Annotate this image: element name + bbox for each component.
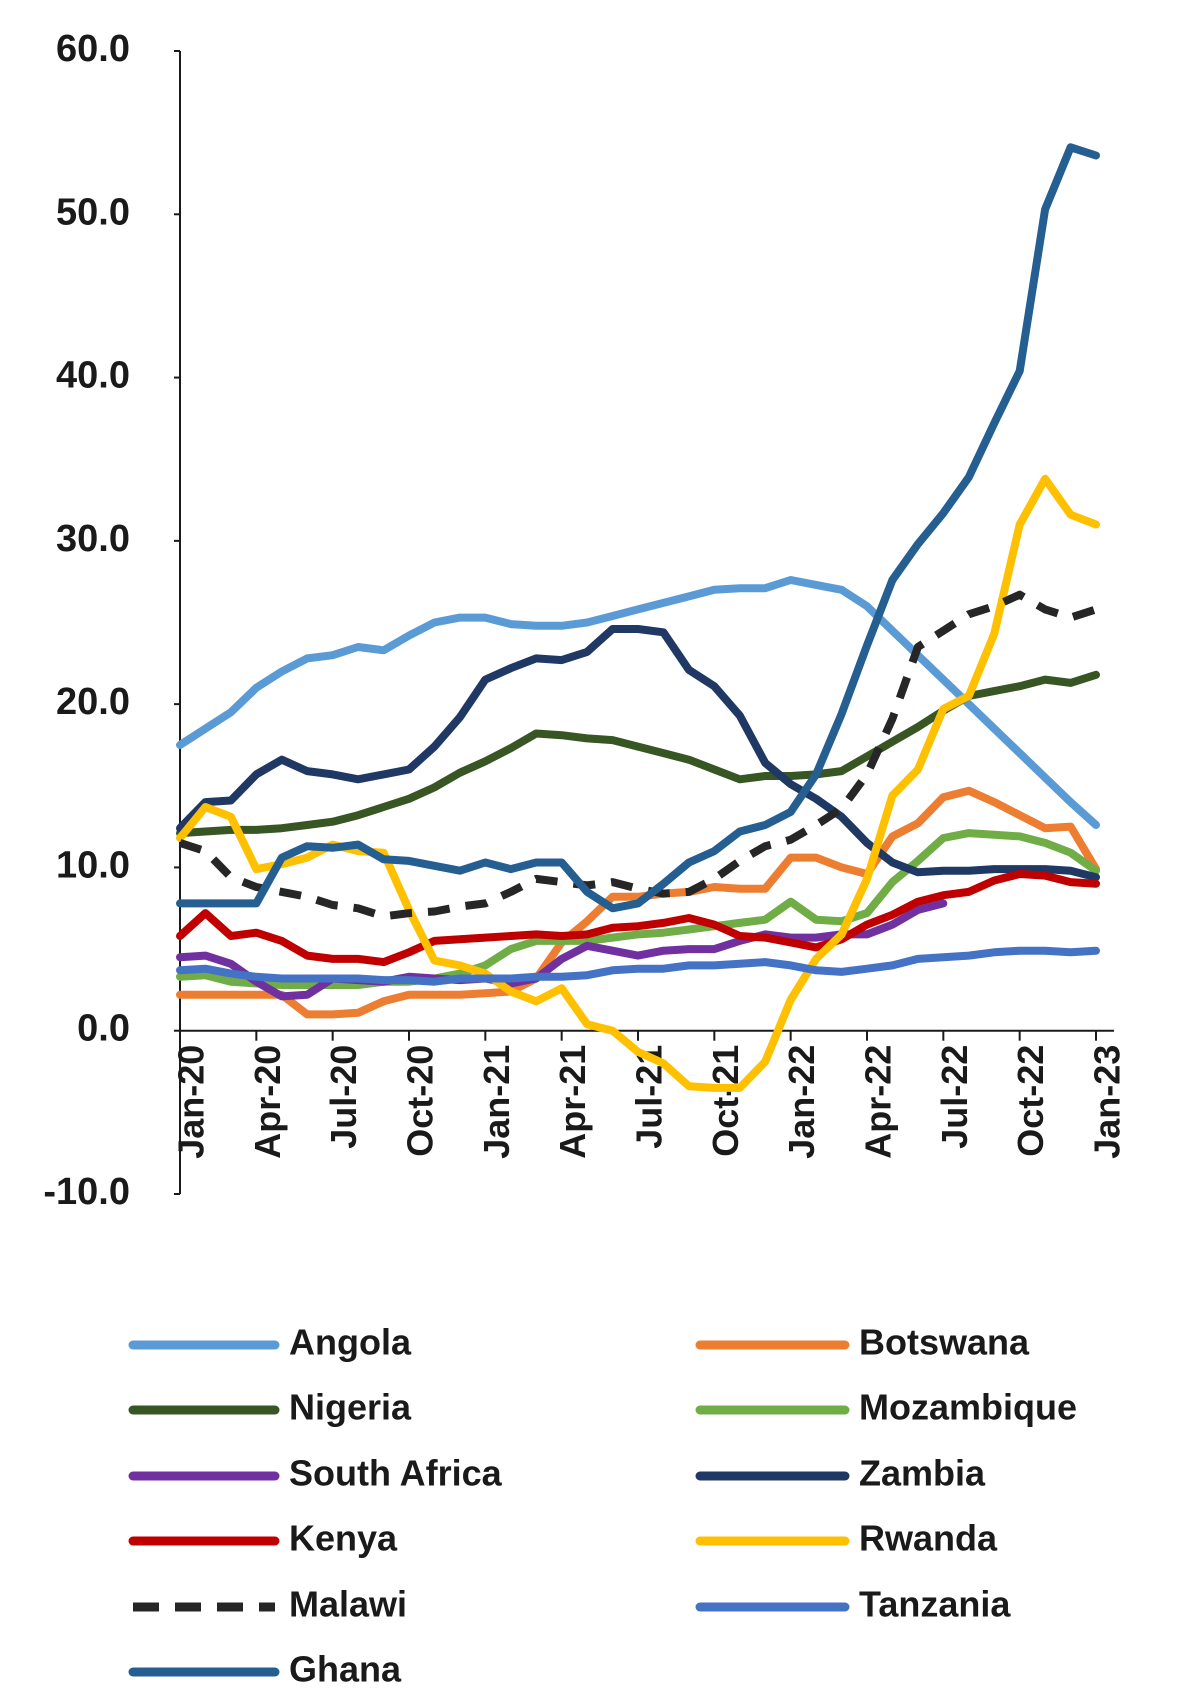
series-line [176,474,1100,1092]
series-line [176,899,948,1001]
y-tick-label: 40.0 [56,355,130,397]
legend-label: Botswana [859,1322,1030,1363]
legend-label: Kenya [289,1518,398,1559]
series-line [176,870,1100,967]
series-line [176,625,1100,882]
series-line [176,576,1100,829]
legend: Angola Botswana Nigeria Mozambique South Afr… [128,1322,1077,1690]
y-tick-label: 0.0 [77,1008,130,1050]
x-tick-label: Oct-22 [1010,1045,1051,1157]
y-tick-label: -10.0 [43,1171,130,1213]
legend-label: Zambia [859,1453,986,1494]
legend-label: Malawi [289,1584,407,1625]
x-tick-label: Jan-22 [781,1045,822,1159]
x-tick-label: Jul-22 [934,1045,975,1149]
x-tick-label: Oct-20 [400,1045,441,1157]
series-line [178,590,1098,921]
x-tick-label: Apr-20 [247,1045,288,1159]
x-tick-label: Jan-23 [1087,1045,1128,1159]
y-tick-label: 10.0 [56,844,130,886]
legend-label: Mozambique [859,1387,1077,1428]
y-tick-label: 50.0 [56,191,130,233]
legend-label: South Africa [289,1453,503,1494]
series-line [176,946,1100,986]
series-line [176,829,1100,989]
y-tick-label: 20.0 [56,681,130,723]
x-tick-label: Jan-21 [476,1045,517,1159]
x-tick-label: Apr-21 [552,1045,593,1159]
x-tick-label: Jan-20 [171,1045,212,1159]
legend-label: Ghana [289,1649,402,1690]
x-tick-label: Jul-20 [323,1045,364,1149]
legend-label: Nigeria [289,1387,412,1428]
series-line [176,786,1100,1019]
series-line [176,143,1100,913]
legend-label: Angola [289,1322,412,1363]
legend-label: Tanzania [859,1584,1011,1625]
x-tick-label: Oct-21 [705,1045,746,1157]
y-tick-label: 30.0 [56,518,130,560]
x-tick-label: Apr-22 [858,1045,899,1159]
plot-area: -10.0 0.0 10.0 20.0 30.0 40.0 50.0 60.0 Jan-20 Ap… [43,28,1127,1213]
y-tick-label: 60.0 [56,28,130,70]
legend-label: Rwanda [859,1518,998,1559]
